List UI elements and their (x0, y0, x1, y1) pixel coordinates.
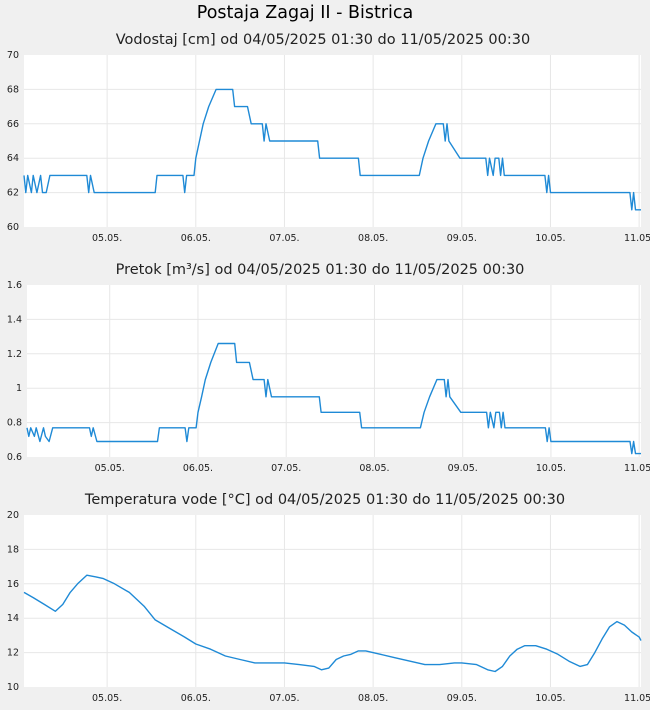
x-tick-label: 10.05. (535, 693, 565, 704)
x-tick-label: 05.05. (92, 233, 122, 244)
axis-layer: 60 62 64 66 68 70 05.05. 06.05. 07.05. 08.05. 09.0… (7, 50, 650, 244)
plot-area (24, 515, 641, 687)
y-tick-label: 16 (7, 579, 19, 590)
chart-title: Pretok [m³/s] od 04/05/2025 01:30 do 11/… (116, 262, 525, 278)
x-tick-label: 06.05. (181, 693, 211, 704)
x-tick-label: 07.05. (271, 463, 301, 474)
chart-temperatura: Temperatura vode [°C] od 04/05/2025 01:3… (7, 492, 650, 704)
y-tick-label: 60 (7, 222, 19, 233)
series-line (23, 88, 641, 211)
y-tick-label: 10 (7, 682, 19, 693)
x-tick-label: 06.05. (181, 233, 211, 244)
y-tick-label: 14 (7, 613, 19, 624)
x-tick-label: 11.05. (624, 463, 650, 474)
x-tick-label: 11.05. (624, 233, 650, 244)
x-tick-label: 08.05. (358, 693, 388, 704)
x-tick-label: 08.05. (358, 233, 388, 244)
series-line (26, 342, 641, 455)
plot-area (24, 55, 641, 227)
x-tick-label: 07.05. (269, 693, 299, 704)
x-tick-label: 07.05. (269, 233, 299, 244)
x-tick-label: 06.05. (183, 463, 213, 474)
chart-title: Vodostaj [cm] od 04/05/2025 01:30 do 11/… (116, 32, 530, 48)
x-tick-label: 09.05. (447, 233, 477, 244)
y-tick-label: 62 (7, 188, 19, 199)
x-tick-label: 05.05. (95, 463, 125, 474)
page-title: Postaja Zagaj II - Bistrica (196, 3, 414, 23)
x-tick-label: 09.05. (447, 693, 477, 704)
y-tick-label: 20 (7, 510, 19, 521)
grid-layer (24, 515, 641, 687)
y-tick-label: 64 (7, 153, 19, 164)
x-tick-label: 08.05. (359, 463, 389, 474)
axis-layer: 0.6 0.8 1 1.2 1.4 1.6 05.05. 06.05. 07.05. 08.05.… (7, 280, 650, 474)
chart-title: Temperatura vode [°C] od 04/05/2025 01:3… (84, 492, 565, 508)
y-tick-label: 18 (7, 544, 19, 555)
series-line (23, 574, 642, 673)
y-tick-label: 66 (7, 119, 19, 130)
chart-pretok: Pretok [m³/s] od 04/05/2025 01:30 do 11/… (7, 262, 650, 474)
y-tick-label: 0.6 (7, 452, 22, 463)
x-tick-label: 09.05. (448, 463, 478, 474)
chart-vodostaj: Vodostaj [cm] od 04/05/2025 01:30 do 11/… (7, 32, 650, 244)
axis-layer: 10 12 14 16 18 20 05.05. 06.05. 07.05. 08.05. 09.0… (7, 510, 650, 704)
y-tick-label: 1.2 (7, 349, 22, 360)
y-tick-label: 0.8 (7, 418, 22, 429)
y-tick-label: 12 (7, 648, 19, 659)
y-tick-label: 68 (7, 84, 19, 95)
y-tick-label: 1.4 (7, 314, 22, 325)
y-tick-label: 1.6 (7, 280, 22, 291)
y-tick-label: 1 (16, 383, 22, 394)
x-tick-label: 10.05. (536, 463, 566, 474)
y-tick-label: 70 (7, 50, 19, 61)
x-tick-label: 11.05. (624, 693, 650, 704)
x-tick-label: 10.05. (535, 233, 565, 244)
x-tick-label: 05.05. (92, 693, 122, 704)
